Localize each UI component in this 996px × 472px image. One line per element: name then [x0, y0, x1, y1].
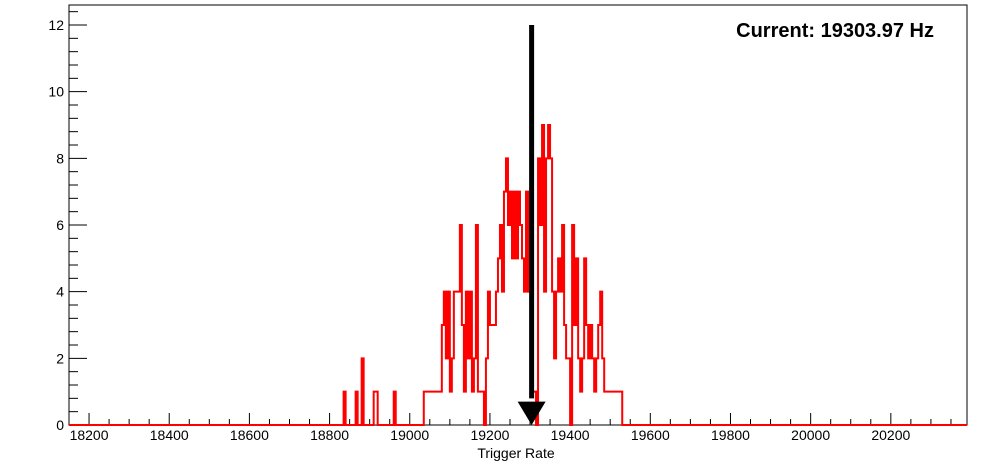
x-tick-label: 19000	[390, 427, 429, 443]
y-tick-label: 10	[48, 84, 64, 100]
y-tick-label: 8	[56, 150, 64, 166]
y-tick-label: 2	[56, 350, 64, 366]
x-tick-label: 18400	[150, 427, 189, 443]
histogram-series-line	[69, 124, 967, 426]
y-tick-label: 6	[56, 217, 64, 233]
x-tick-label: 18200	[70, 427, 109, 443]
x-tick-label: 19800	[711, 427, 750, 443]
x-axis-title: Trigger Rate	[477, 445, 555, 461]
x-tick-label: 20200	[871, 427, 910, 443]
x-tick-label: 19600	[631, 427, 670, 443]
plot-frame	[68, 4, 968, 426]
x-tick-label: 19200	[470, 427, 509, 443]
y-tick-label: 12	[48, 17, 64, 33]
x-tick-label: 20000	[791, 427, 830, 443]
current-rate-annotation: Current: 19303.97 Hz	[736, 20, 934, 42]
y-tick-label: 0	[56, 417, 64, 433]
x-tick-label: 18800	[310, 427, 349, 443]
x-tick-label: 19400	[551, 427, 590, 443]
current-marker-arrowhead	[517, 401, 546, 425]
x-tick-label: 18600	[230, 427, 269, 443]
y-tick-label: 4	[56, 284, 64, 300]
